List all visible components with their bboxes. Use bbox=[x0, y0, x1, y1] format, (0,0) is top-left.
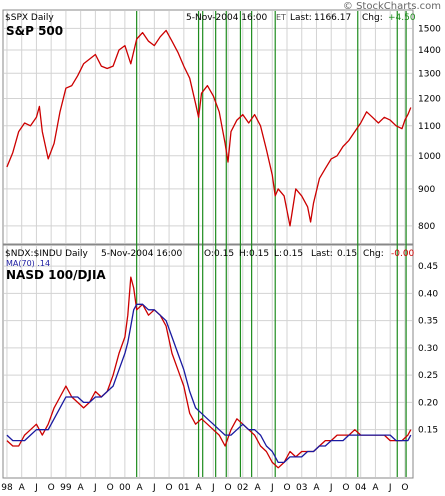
x-tick: O bbox=[283, 483, 290, 493]
ratio-low-label: L: bbox=[274, 249, 282, 259]
x-tick: A bbox=[313, 483, 320, 493]
x-tick: J bbox=[93, 483, 97, 493]
ratio-low: 0.15 bbox=[283, 249, 303, 259]
x-tick: 99 bbox=[60, 483, 72, 493]
spx-y-tick: 1300 bbox=[418, 69, 441, 79]
x-tick: A bbox=[372, 483, 379, 493]
ratio-chg: -0.00 bbox=[391, 249, 415, 259]
watermark: © StockCharts.com bbox=[343, 1, 441, 12]
spx-last-label: Last: bbox=[290, 13, 312, 23]
spx-title: S&P 500 bbox=[6, 24, 63, 38]
ratio-open-label: O: bbox=[204, 249, 214, 259]
x-tick: J bbox=[329, 483, 333, 493]
ratio-title: NASD 100/DJIA bbox=[6, 268, 106, 282]
x-tick: J bbox=[152, 483, 156, 493]
spx-y-tick: 1400 bbox=[418, 46, 441, 56]
spx-y-tick: 800 bbox=[418, 222, 435, 232]
x-tick: A bbox=[19, 483, 26, 493]
spx-grid bbox=[4, 11, 412, 243]
marker-lines bbox=[136, 11, 407, 477]
spx-panel bbox=[2, 9, 414, 245]
spx-tz: ET bbox=[276, 13, 286, 22]
spx-series bbox=[6, 29, 412, 227]
spx-y-tick: 1000 bbox=[418, 152, 441, 162]
ratio-y-tick: 0.45 bbox=[418, 262, 438, 272]
ratio-y-tick: 0.30 bbox=[418, 344, 438, 354]
spx-symbol: $SPX Daily bbox=[5, 13, 54, 23]
ratio-line bbox=[6, 276, 412, 469]
x-tick: O bbox=[224, 483, 231, 493]
x-tick: 04 bbox=[355, 483, 367, 493]
ratio-y-ticks: 0.45 0.40 0.35 0.30 0.25 0.20 0.15 bbox=[418, 262, 438, 436]
ratio-open: 0.15 bbox=[214, 249, 234, 259]
x-tick: 03 bbox=[296, 483, 307, 493]
spx-y-tick: 1500 bbox=[418, 24, 441, 34]
x-tick: A bbox=[254, 483, 261, 493]
ratio-y-tick: 0.15 bbox=[418, 426, 438, 436]
ratio-grid bbox=[4, 246, 412, 477]
x-tick: J bbox=[388, 483, 392, 493]
spx-y-ticks: 1500 1400 1300 1200 1100 1000 900 800 bbox=[418, 24, 441, 232]
x-tick: O bbox=[107, 483, 114, 493]
spx-line bbox=[6, 29, 412, 227]
ratio-chg-label: Chg: bbox=[363, 249, 384, 259]
ratio-y-tick: 0.35 bbox=[418, 317, 438, 327]
ratio-series bbox=[6, 276, 412, 469]
spx-y-tick: 1200 bbox=[418, 94, 441, 104]
x-tick: 01 bbox=[178, 483, 189, 493]
x-tick: 00 bbox=[119, 483, 131, 493]
x-tick: J bbox=[34, 483, 38, 493]
x-tick: A bbox=[78, 483, 85, 493]
x-tick: O bbox=[48, 483, 55, 493]
x-tick: 98 bbox=[1, 483, 13, 493]
x-tick: A bbox=[137, 483, 144, 493]
x-tick: 02 bbox=[237, 483, 248, 493]
x-tick: O bbox=[401, 483, 408, 493]
spx-y-tick: 900 bbox=[418, 185, 435, 195]
spx-chg: +4.50 bbox=[388, 13, 416, 23]
spx-y-tick: 1100 bbox=[418, 122, 441, 132]
spx-last: 1166.17 bbox=[314, 13, 351, 23]
x-tick: J bbox=[211, 483, 215, 493]
ratio-last-label: Last: bbox=[311, 249, 333, 259]
spx-chg-label: Chg: bbox=[362, 13, 383, 23]
x-tick: A bbox=[195, 483, 202, 493]
x-tick: O bbox=[342, 483, 349, 493]
ratio-y-tick: 0.40 bbox=[418, 289, 438, 299]
ratio-high-label: H: bbox=[239, 249, 249, 259]
ratio-last: 0.15 bbox=[337, 249, 357, 259]
x-ticks: 98 A J O 99 A J O 00 A J O 01 A J O 02 A J O 03 A J O 04 A J O bbox=[1, 483, 408, 493]
ma-line bbox=[6, 303, 412, 464]
ratio-symbol: $NDX:$INDU Daily bbox=[5, 249, 89, 259]
spx-date: 5-Nov-2004 16:00 bbox=[186, 13, 268, 23]
x-tick: O bbox=[166, 483, 173, 493]
ratio-y-tick: 0.20 bbox=[418, 398, 438, 408]
ratio-date: 5-Nov-2004 16:00 bbox=[101, 249, 183, 259]
ratio-ma-label: MA(70) .14 bbox=[6, 259, 50, 268]
ratio-high: 0.15 bbox=[249, 249, 269, 259]
ratio-y-tick: 0.25 bbox=[418, 371, 438, 381]
x-tick: J bbox=[270, 483, 274, 493]
